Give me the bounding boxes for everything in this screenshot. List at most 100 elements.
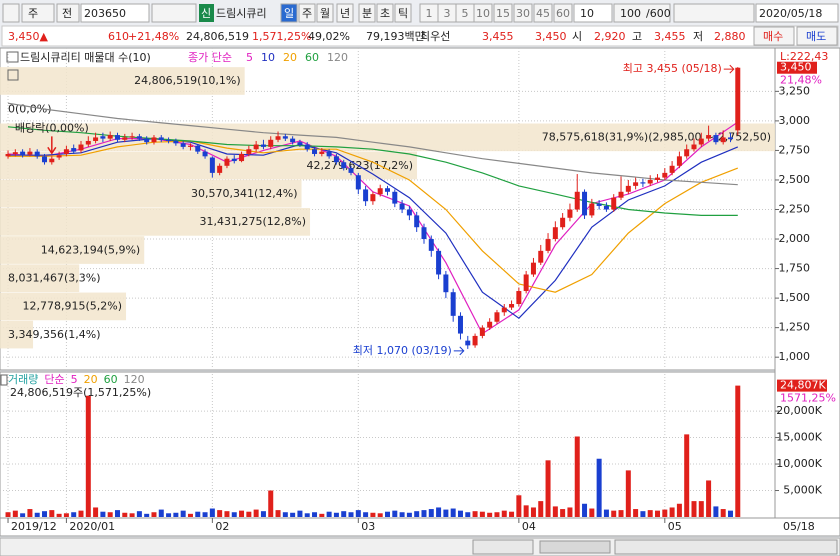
- period: 틱: [398, 7, 408, 20]
- candle-body: [611, 197, 617, 210]
- x-tick-label: 2020/01: [69, 520, 115, 533]
- interval-button[interactable]: [513, 3, 533, 23]
- volume-bar: [698, 501, 704, 517]
- candle-body: [187, 145, 193, 147]
- badge: 신: [201, 7, 211, 20]
- candle-body: [136, 136, 142, 139]
- volume-bar: [5, 512, 11, 517]
- code-input[interactable]: [80, 3, 150, 23]
- volume-bar: [735, 385, 741, 517]
- candle-body: [63, 149, 69, 154]
- volume-bar: [465, 512, 471, 517]
- interval: 5: [462, 7, 469, 20]
- volume-bar: [385, 511, 390, 517]
- last-change: 21,48%: [780, 74, 822, 87]
- candle-body: [209, 157, 215, 173]
- period-button[interactable]: [376, 3, 394, 23]
- dividend-note: 배당락(0,00%): [15, 121, 89, 134]
- candle-body: [71, 148, 77, 152]
- volume-bar: [494, 512, 500, 517]
- sell-button[interactable]: [796, 26, 838, 46]
- last-date: 05/18: [783, 520, 815, 533]
- icon-buttons[interactable]: [151, 3, 197, 23]
- candle-body: [640, 182, 646, 184]
- interval-button[interactable]: [533, 3, 553, 23]
- volume-bar: [399, 512, 405, 517]
- scroll-buttons[interactable]: [472, 539, 534, 555]
- volume-bar: [224, 511, 230, 517]
- candle-body: [93, 137, 99, 141]
- period-button[interactable]: [280, 3, 298, 23]
- candle-body: [706, 135, 712, 139]
- volume-bar: [691, 501, 697, 517]
- candle-body: [465, 340, 471, 346]
- interval: 1: [426, 7, 433, 20]
- date-input[interactable]: [755, 3, 839, 23]
- volume-legend: 거래량: [8, 373, 38, 386]
- volume-bar: [246, 511, 252, 517]
- volume-bar: [319, 513, 325, 517]
- volume-bar: [676, 503, 682, 517]
- candle-body: [560, 217, 566, 228]
- candle-body: [713, 135, 719, 143]
- high-label: 고: [632, 30, 642, 43]
- best-label: 최우선: [420, 30, 450, 43]
- candle-body: [698, 138, 704, 145]
- volume-bar: [268, 490, 274, 517]
- menu-button[interactable]: [2, 3, 20, 23]
- volume-bar: [42, 511, 48, 517]
- candle-body: [479, 327, 485, 336]
- candle-body: [428, 239, 434, 251]
- x-tick-label: 02: [215, 520, 229, 533]
- volume-legend: 5: [71, 373, 78, 386]
- interval-button[interactable]: [493, 3, 513, 23]
- volume-bar: [647, 510, 653, 517]
- volume-bar: [457, 510, 463, 517]
- volume-panel: [0, 371, 776, 519]
- volume-bar: [633, 509, 639, 517]
- period-button[interactable]: [336, 3, 354, 23]
- candle-body: [662, 172, 668, 178]
- market-select[interactable]: [21, 3, 55, 23]
- change: 610: [108, 30, 129, 43]
- candle-body: [603, 205, 609, 210]
- y-tick-label: 1,750: [779, 262, 811, 275]
- period-button[interactable]: [298, 3, 316, 23]
- candle-body: [385, 188, 390, 192]
- tool-buttons[interactable]: [614, 539, 838, 555]
- candle-body: [129, 136, 135, 138]
- candle-body: [282, 136, 288, 139]
- volume-bar: [85, 395, 91, 517]
- period-button[interactable]: [316, 3, 334, 23]
- candle-body: [107, 135, 113, 139]
- volume-bar: [217, 510, 223, 517]
- period-button[interactable]: [394, 3, 412, 23]
- candle-body: [202, 151, 208, 157]
- candle-body: [530, 262, 536, 275]
- low-arrow: [453, 346, 465, 356]
- y-tick-label: 2,750: [779, 143, 811, 156]
- mode-button[interactable]: [56, 3, 80, 23]
- profile-bar: [0, 179, 302, 208]
- buy-button[interactable]: [753, 26, 795, 46]
- interval-button[interactable]: [473, 3, 493, 23]
- volume-bar: [326, 511, 332, 517]
- candle-body: [304, 144, 310, 150]
- period-button[interactable]: [358, 3, 376, 23]
- volume-bar: [173, 512, 179, 517]
- tool-icons[interactable]: [673, 3, 755, 23]
- range-input[interactable]: [613, 3, 671, 23]
- last-price-box: [777, 61, 817, 74]
- volume-bar: [596, 458, 602, 517]
- period: 월: [320, 7, 330, 20]
- candle-body: [34, 151, 40, 157]
- candle-body: [399, 203, 405, 210]
- scroll-thumb[interactable]: [539, 540, 611, 554]
- ma-line: [7, 102, 738, 186]
- ma-line: [8, 140, 739, 293]
- volume-bar: [290, 512, 296, 517]
- candle-body: [268, 139, 274, 147]
- count-select[interactable]: [573, 3, 613, 23]
- interval-button[interactable]: [553, 3, 573, 23]
- volume-bar: [516, 495, 522, 517]
